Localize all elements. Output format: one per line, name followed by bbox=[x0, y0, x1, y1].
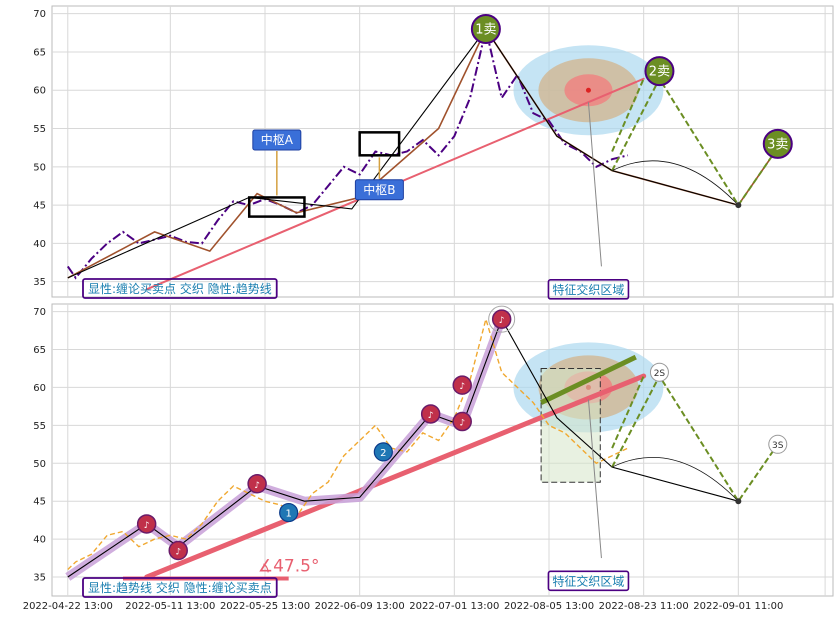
sell-signal-label: 3卖 bbox=[767, 137, 788, 152]
y-tick-label: 60 bbox=[33, 86, 46, 97]
projection-pointer bbox=[587, 399, 602, 559]
trendline bbox=[144, 373, 647, 580]
sell-signal-marker bbox=[644, 56, 675, 87]
chan-point-glyph: ♪ bbox=[144, 521, 150, 531]
y-tick-label: 60 bbox=[33, 383, 46, 394]
x-tick-label: 2022-04-22 13:00 bbox=[23, 601, 113, 612]
y-tick-label: 70 bbox=[33, 307, 46, 318]
x-tick-label: 2022-05-25 13:00 bbox=[220, 601, 310, 612]
projection-label-box bbox=[547, 279, 630, 300]
projection-path-secondary bbox=[611, 78, 645, 152]
panel-caption: 显性:缠论买卖点 交织 隐性:趋势线 bbox=[88, 281, 272, 296]
projection-curve bbox=[611, 456, 739, 502]
sell-signal-label: 3S bbox=[772, 441, 784, 451]
x-tick-label: 2022-06-09 13:00 bbox=[315, 601, 405, 612]
projection-label-box bbox=[547, 570, 630, 592]
chan-point-marker bbox=[136, 514, 157, 534]
sell-signal-marker bbox=[649, 362, 669, 382]
projection-label: 特征交织区域 bbox=[552, 573, 624, 588]
bottom-panel: 35 40 45 50 55 60 65 70 1 2 2S 3S ♪ ♪ ♪ ♪ ♪ ♪ ♪ ∡47.5° 特征交织区… bbox=[33, 303, 834, 598]
projection-label: 特征交织区域 bbox=[552, 282, 624, 297]
sell-signal-marker bbox=[768, 434, 788, 454]
chan-point-glyph: ♪ bbox=[459, 419, 465, 429]
y-tick-label: 40 bbox=[33, 535, 46, 546]
center-label-box bbox=[252, 129, 302, 151]
angle-label: ∡47.5° bbox=[258, 557, 320, 577]
sell-signal-label: 1卖 bbox=[475, 22, 496, 37]
sell-signal-marker bbox=[470, 13, 501, 44]
x-axis: 2022-04-22 13:00 2022-05-11 13:00 2022-05-… bbox=[23, 601, 784, 612]
x-tick-label: 2022-07-01 13:00 bbox=[409, 601, 499, 612]
y-tick-label: 35 bbox=[33, 573, 46, 584]
buy-signal-label: 1 bbox=[285, 509, 291, 520]
sell-signal-marker bbox=[762, 128, 793, 159]
projection-end-dot bbox=[735, 498, 742, 505]
y-tick-label: 55 bbox=[33, 421, 46, 432]
sell-signal-label: 2S bbox=[654, 369, 666, 379]
chan-point-glyph: ♪ bbox=[459, 382, 465, 392]
y-tick-label: 40 bbox=[33, 239, 46, 250]
sell-signal-label: 2卖 bbox=[649, 65, 670, 80]
chan-point-glyph: ♪ bbox=[175, 547, 181, 557]
buy-signal-marker bbox=[373, 442, 393, 462]
x-tick-label: 2022-08-05 13:00 bbox=[504, 601, 594, 612]
chan-point-marker bbox=[452, 411, 472, 432]
chan-point-marker bbox=[168, 540, 188, 561]
y-tick-label: 50 bbox=[33, 162, 46, 173]
projection-curve bbox=[611, 160, 739, 206]
chan-point-glyph: ♪ bbox=[428, 411, 434, 421]
x-tick-label: 2022-05-11 13:00 bbox=[125, 601, 215, 612]
chan-point-marker bbox=[247, 474, 267, 494]
projection-strong-line bbox=[540, 354, 637, 405]
center-box bbox=[247, 196, 306, 218]
projection-end-dot bbox=[735, 202, 742, 209]
x-tick-label: 2022-08-23 11:00 bbox=[599, 601, 689, 612]
y-tick-label: 55 bbox=[33, 124, 46, 135]
chan-point-marker bbox=[452, 375, 472, 395]
x-tick-label: 2022-09-01 11:00 bbox=[693, 601, 783, 612]
price-line bbox=[66, 28, 629, 280]
peak-ring bbox=[488, 305, 516, 333]
chan-point-glyph: ♪ bbox=[499, 316, 505, 326]
panel-caption-box bbox=[82, 278, 278, 299]
center-box bbox=[358, 131, 401, 157]
y-tick-label: 45 bbox=[33, 201, 46, 212]
y-tick-label: 65 bbox=[33, 345, 46, 356]
projection-path-secondary bbox=[611, 375, 645, 449]
projection-center-dot bbox=[585, 87, 591, 93]
projection-box bbox=[540, 367, 601, 483]
chan-point-glyph: ♪ bbox=[254, 481, 260, 491]
y-tick-label: 70 bbox=[33, 9, 46, 20]
price-line bbox=[67, 316, 629, 571]
projection-pointer bbox=[587, 102, 602, 267]
panel-caption: 显性:趋势线 交织 隐性:缠论买卖点 bbox=[88, 580, 272, 595]
y-tick-label: 65 bbox=[33, 47, 46, 58]
chan-point-marker bbox=[420, 404, 441, 424]
y-tick-label: 35 bbox=[33, 277, 46, 288]
chan-point-marker bbox=[491, 309, 512, 329]
panel-caption-box bbox=[82, 577, 278, 598]
y-tick-label: 45 bbox=[33, 497, 46, 508]
center-label: 中枢B bbox=[363, 182, 395, 197]
center-label: 中枢A bbox=[261, 132, 294, 147]
buy-signal-label: 2 bbox=[380, 448, 386, 459]
buy-signal-marker bbox=[279, 502, 299, 523]
y-tick-label: 50 bbox=[33, 459, 46, 470]
projection-path bbox=[611, 374, 779, 504]
center-label-box bbox=[354, 179, 404, 201]
